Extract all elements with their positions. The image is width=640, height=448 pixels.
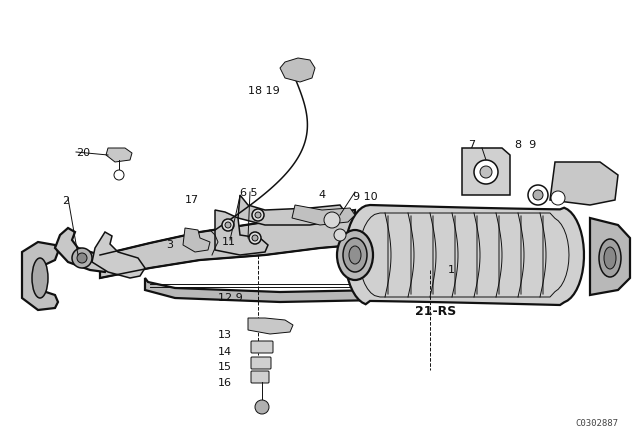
Circle shape bbox=[255, 400, 269, 414]
Text: 20: 20 bbox=[76, 148, 90, 158]
Circle shape bbox=[255, 212, 261, 218]
Ellipse shape bbox=[599, 239, 621, 277]
Circle shape bbox=[474, 160, 498, 184]
Circle shape bbox=[334, 229, 346, 241]
Text: 9 10: 9 10 bbox=[353, 192, 378, 202]
Polygon shape bbox=[590, 218, 630, 295]
Circle shape bbox=[252, 235, 258, 241]
Text: 18 19: 18 19 bbox=[248, 86, 280, 96]
Text: 16: 16 bbox=[218, 378, 232, 388]
Polygon shape bbox=[345, 205, 584, 305]
Text: 13: 13 bbox=[218, 330, 232, 340]
FancyBboxPatch shape bbox=[251, 341, 273, 353]
Ellipse shape bbox=[337, 230, 373, 280]
FancyBboxPatch shape bbox=[251, 371, 269, 383]
Text: 4: 4 bbox=[318, 190, 325, 200]
Polygon shape bbox=[145, 278, 542, 302]
Text: 15: 15 bbox=[218, 362, 232, 372]
Circle shape bbox=[533, 190, 543, 200]
Polygon shape bbox=[550, 162, 618, 205]
Circle shape bbox=[252, 209, 264, 221]
Circle shape bbox=[480, 166, 492, 178]
Polygon shape bbox=[215, 210, 268, 255]
Polygon shape bbox=[238, 195, 345, 225]
Circle shape bbox=[222, 219, 234, 231]
Polygon shape bbox=[292, 205, 355, 225]
Polygon shape bbox=[22, 242, 58, 310]
Polygon shape bbox=[106, 148, 132, 162]
Text: 11: 11 bbox=[222, 237, 236, 247]
Circle shape bbox=[528, 185, 548, 205]
Ellipse shape bbox=[343, 238, 367, 272]
Ellipse shape bbox=[349, 246, 361, 264]
Text: 6 5: 6 5 bbox=[240, 188, 257, 198]
Text: 2: 2 bbox=[62, 196, 69, 206]
Text: 12 9: 12 9 bbox=[218, 293, 243, 303]
Circle shape bbox=[551, 191, 565, 205]
Polygon shape bbox=[183, 228, 210, 252]
Text: C0302887: C0302887 bbox=[575, 419, 618, 428]
Text: 14: 14 bbox=[218, 347, 232, 357]
FancyBboxPatch shape bbox=[251, 357, 271, 369]
Polygon shape bbox=[55, 228, 108, 272]
Circle shape bbox=[225, 222, 231, 228]
Circle shape bbox=[72, 248, 92, 268]
Circle shape bbox=[249, 232, 261, 244]
Text: 17: 17 bbox=[185, 195, 199, 205]
Circle shape bbox=[324, 212, 340, 228]
Polygon shape bbox=[100, 210, 355, 278]
Ellipse shape bbox=[604, 247, 616, 269]
Circle shape bbox=[114, 170, 124, 180]
Polygon shape bbox=[280, 58, 315, 82]
Ellipse shape bbox=[32, 258, 48, 298]
Text: 21-RS: 21-RS bbox=[415, 305, 456, 318]
Polygon shape bbox=[462, 148, 510, 195]
Text: 7: 7 bbox=[468, 140, 475, 150]
Text: 8  9: 8 9 bbox=[515, 140, 536, 150]
Text: 1: 1 bbox=[448, 265, 455, 275]
Circle shape bbox=[77, 253, 87, 263]
Polygon shape bbox=[92, 232, 145, 278]
Polygon shape bbox=[248, 318, 293, 334]
Text: 3: 3 bbox=[166, 240, 173, 250]
